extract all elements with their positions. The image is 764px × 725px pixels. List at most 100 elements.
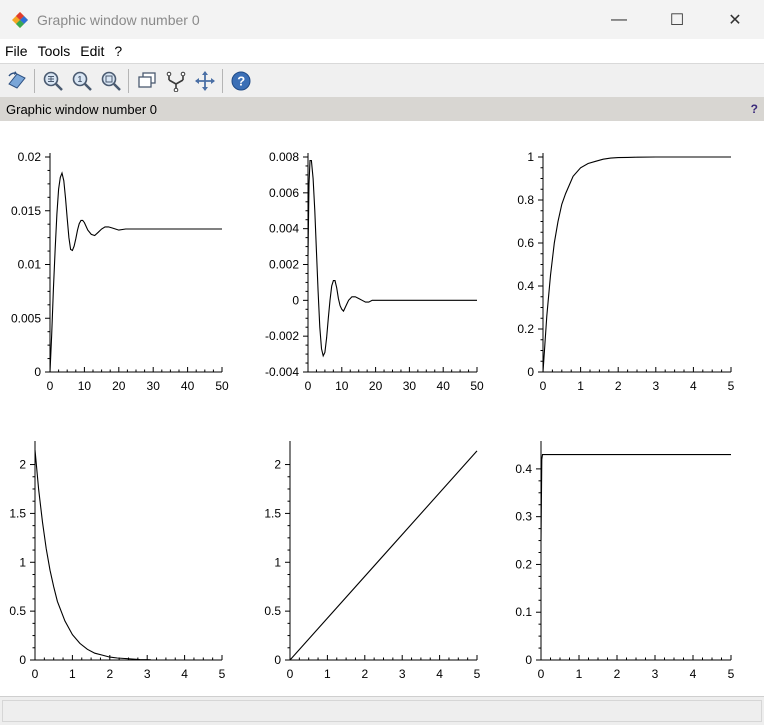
x-tick-label: 4 <box>181 667 188 681</box>
series-line <box>307 160 477 358</box>
x-tick-label: 5 <box>474 667 481 681</box>
menu-help[interactable]: ? <box>114 43 123 59</box>
close-icon: ✕ <box>728 11 742 29</box>
x-tick-label: 0 <box>47 379 54 393</box>
y-tick-label: 0.002 <box>269 258 299 272</box>
toolbar: 1 ? <box>0 64 764 97</box>
maximize-button[interactable]: ☐ <box>648 0 706 39</box>
y-tick-label: 0 <box>274 653 281 667</box>
pan-button[interactable] <box>192 68 218 94</box>
x-tick-label: 10 <box>78 379 92 393</box>
rotate-button[interactable] <box>4 68 30 94</box>
y-tick-label: 0 <box>525 653 532 667</box>
toolbar-separator <box>222 68 223 93</box>
y-tick-label: 0.4 <box>515 462 532 476</box>
zoom-area-icon <box>101 71 121 91</box>
info-bar-text: Graphic window number 0 <box>6 101 158 117</box>
y-tick-label: 0.8 <box>517 193 534 207</box>
menu-bar: File Tools Edit ? <box>0 39 764 64</box>
help-button[interactable]: ? <box>228 68 254 94</box>
datatip-button[interactable] <box>134 68 160 94</box>
subplot-4: 0 1 2 3 4 5 0 0.5 1 1.5 2 <box>9 441 226 681</box>
y-tick-label: 2 <box>19 458 26 472</box>
x-tick-label: 20 <box>369 379 383 393</box>
y-tick-label: 0.006 <box>269 186 299 200</box>
y-tick-label: 0.005 <box>11 311 41 325</box>
x-tick-label: 2 <box>361 667 368 681</box>
svg-text:1: 1 <box>77 75 82 84</box>
y-tick-label: 0 <box>34 365 41 379</box>
y-tick-label: 1.5 <box>264 506 281 520</box>
y-tick-label: 1 <box>527 150 534 164</box>
y-tick-label: 2 <box>274 458 281 472</box>
menu-edit[interactable]: Edit <box>80 43 105 59</box>
y-tick-label: 0 <box>292 293 299 307</box>
x-tick-label: 1 <box>577 379 584 393</box>
x-tick-label: 2 <box>614 667 621 681</box>
status-field <box>2 700 762 722</box>
x-tick-label: 2 <box>615 379 622 393</box>
pan-icon <box>194 70 215 91</box>
x-tick-label: 0 <box>287 667 294 681</box>
x-tick-label: 40 <box>437 379 451 393</box>
svg-text:?: ? <box>237 73 245 88</box>
zoom-original-button[interactable]: 1 <box>69 68 95 94</box>
y-tick-label: 0.2 <box>517 322 534 336</box>
minimize-button[interactable]: — <box>590 0 648 39</box>
x-tick-label: 40 <box>181 379 195 393</box>
rotate-icon <box>7 70 26 89</box>
link-button[interactable] <box>163 68 189 94</box>
y-tick-label: 0 <box>527 365 534 379</box>
scilab-logo-icon <box>12 11 28 28</box>
series-line <box>289 450 478 661</box>
link-icon <box>166 71 185 92</box>
info-bar: Graphic window number 0 ? <box>0 97 764 121</box>
menu-file[interactable]: File <box>5 43 28 59</box>
window-controls: — ☐ ✕ <box>590 0 764 39</box>
x-tick-label: 0 <box>32 667 39 681</box>
y-tick-label: 0.008 <box>269 150 299 164</box>
x-tick-label: 3 <box>144 667 151 681</box>
x-tick-label: 2 <box>106 667 113 681</box>
info-help-button[interactable]: ? <box>750 102 758 116</box>
x-tick-label: 5 <box>728 667 735 681</box>
x-tick-label: 30 <box>403 379 417 393</box>
x-tick-label: 50 <box>215 379 229 393</box>
window-title: Graphic window number 0 <box>37 11 200 28</box>
close-button[interactable]: ✕ <box>706 0 764 39</box>
y-tick-label: 0.6 <box>517 236 534 250</box>
plot-canvas[interactable]: 0 10 20 30 40 50 0 0.005 0.01 0.015 0.02 0 10 20 30 40 5… <box>0 121 764 696</box>
y-tick-label: 1.5 <box>9 506 26 520</box>
zoom-in-button[interactable] <box>40 68 66 94</box>
maximize-icon: ☐ <box>669 11 685 29</box>
series-line <box>542 156 731 373</box>
x-tick-label: 20 <box>112 379 126 393</box>
subplot-1: 0 10 20 30 40 50 0 0.005 0.01 0.015 0.02 <box>11 150 229 393</box>
subplot-5: 0 1 2 3 4 5 0 0.5 1 1.5 2 <box>264 441 481 681</box>
x-tick-label: 0 <box>538 667 545 681</box>
x-tick-label: 0 <box>305 379 312 393</box>
toolbar-separator <box>128 68 129 93</box>
menu-tools[interactable]: Tools <box>37 43 71 59</box>
subplot-2: 0 10 20 30 40 50 -0.004 -0.002 0 0.002 0.004 0.006 0… <box>265 150 484 393</box>
zoom-area-button[interactable] <box>98 68 124 94</box>
series-line <box>34 449 151 661</box>
x-tick-label: 5 <box>219 667 226 681</box>
x-tick-label: 10 <box>335 379 349 393</box>
x-tick-label: 4 <box>690 379 697 393</box>
x-tick-label: 1 <box>324 667 331 681</box>
x-tick-label: 1 <box>69 667 76 681</box>
y-tick-label: 0.015 <box>11 204 41 218</box>
y-tick-label: 0 <box>19 653 26 667</box>
x-tick-label: 5 <box>728 379 735 393</box>
series-line <box>49 171 222 373</box>
y-tick-label: -0.004 <box>265 365 299 379</box>
help-icon: ? <box>231 71 250 90</box>
y-tick-label: 0.1 <box>515 605 532 619</box>
y-tick-label: -0.002 <box>265 329 299 343</box>
series-line <box>540 454 731 541</box>
y-tick-label: 0.004 <box>269 222 299 236</box>
y-tick-label: 0.3 <box>515 510 532 524</box>
x-tick-label: 3 <box>652 379 659 393</box>
datatip-icon <box>137 71 156 88</box>
